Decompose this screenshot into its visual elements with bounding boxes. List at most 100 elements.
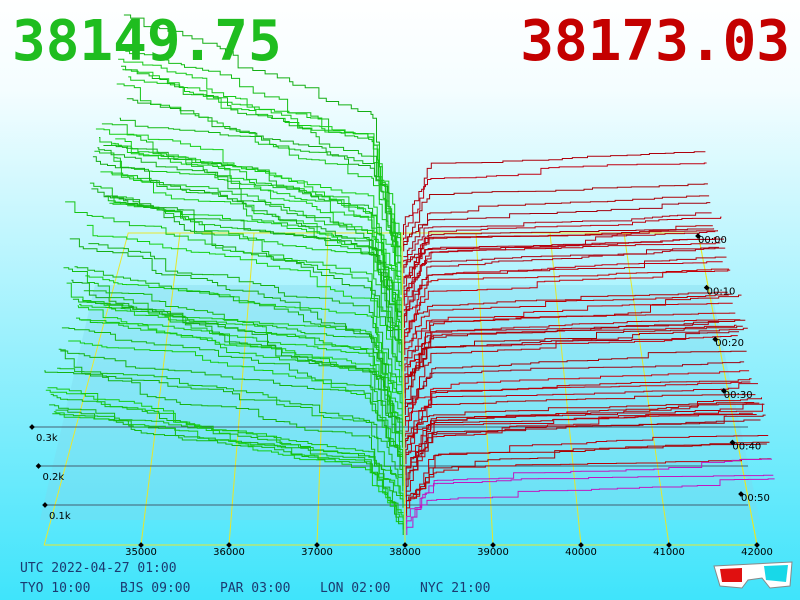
ask-depth-line xyxy=(404,293,732,350)
price-tick xyxy=(754,542,760,548)
ask-depth-line xyxy=(406,478,775,535)
price-grid-line xyxy=(140,232,181,546)
ask-depth-line xyxy=(404,335,738,377)
price-label: 37000 xyxy=(301,547,333,558)
ask-depth-line xyxy=(405,370,750,426)
time-tick xyxy=(695,233,701,239)
time-tick xyxy=(720,387,727,394)
price-label: 36000 xyxy=(213,547,245,558)
ask-depth-line xyxy=(406,435,769,508)
bid-depth-line xyxy=(116,83,402,279)
time-label: 00:40 xyxy=(732,441,761,452)
price-grid-line xyxy=(549,232,582,546)
time-label: 00:10 xyxy=(707,287,736,298)
ask-depth-line xyxy=(404,325,743,399)
cyan-lens xyxy=(764,565,788,582)
ask-depth-line xyxy=(406,458,772,525)
world-clocks: TYO 10:00 BJS 09:00 PAR 03:00 LON 02:00 NYC … xyxy=(20,581,490,596)
price-grid-line xyxy=(623,232,670,546)
price-label: 39000 xyxy=(477,547,509,558)
red-lens xyxy=(720,568,742,582)
bid-depth-line xyxy=(123,14,402,252)
bid-depth-line xyxy=(88,243,403,383)
price-label: 35000 xyxy=(125,547,157,558)
bid-depth-line xyxy=(63,267,404,470)
bid-depth-line xyxy=(118,58,402,274)
time-label: 00:20 xyxy=(715,338,744,349)
ask-depth-line xyxy=(405,327,748,421)
bid-depth-line xyxy=(52,413,404,508)
ask-depth-line xyxy=(403,247,726,323)
ask-depth-line xyxy=(406,474,774,530)
price-tick xyxy=(402,542,408,548)
price-grid-line xyxy=(228,232,255,546)
price-tick xyxy=(578,542,584,548)
bid-depth-line xyxy=(103,145,402,328)
ask-depth-line xyxy=(403,202,711,258)
ask-depth-line xyxy=(403,183,708,246)
price-tick xyxy=(138,542,144,548)
bid-depth-line xyxy=(57,367,404,492)
price-label: 42000 xyxy=(741,547,773,558)
ask-depth-line xyxy=(404,312,736,366)
bid-depth-line xyxy=(66,282,403,459)
ask-depth-line xyxy=(404,256,727,328)
price-label: 41000 xyxy=(653,547,685,558)
price-label: 38000 xyxy=(389,547,421,558)
clock: LON 02:00 xyxy=(320,581,390,596)
ask-depth-line xyxy=(405,383,758,465)
ask-depth-line xyxy=(403,162,707,241)
time-tick xyxy=(712,336,719,343)
bid-depth-line xyxy=(74,266,403,432)
3d-glasses-icon xyxy=(713,561,793,589)
time-label: 00:30 xyxy=(724,390,753,401)
ask-depth-line xyxy=(403,151,706,235)
time-tick xyxy=(738,491,744,497)
bid-depth-line xyxy=(65,201,404,465)
bid-depth-line xyxy=(122,68,402,257)
ask-depth-line xyxy=(405,397,762,481)
ask-depth-line xyxy=(405,414,766,497)
clock: TYO 10:00 xyxy=(20,581,90,596)
ask-price: 38173.03 xyxy=(520,9,790,74)
ask-depth-line xyxy=(403,228,715,274)
depth-label: 0.1k xyxy=(49,511,71,522)
bid-depth-line xyxy=(92,156,403,366)
bid-depth-line xyxy=(69,238,403,448)
ask-depth-line xyxy=(406,441,770,514)
price-tick xyxy=(314,542,320,548)
ask-depth-line xyxy=(403,212,712,263)
price-grid-line xyxy=(475,232,494,546)
ask-depth-line xyxy=(403,216,722,306)
bid-depth-line xyxy=(45,389,404,530)
ask-depth-line xyxy=(404,319,746,410)
ask-depth-line xyxy=(405,402,755,448)
ask-depth-line xyxy=(405,394,756,454)
bid-depth-line xyxy=(91,188,403,372)
bid-depth-line xyxy=(58,348,404,486)
utc-time: UTC 2022-04-27 01:00 xyxy=(20,561,177,576)
depth-label: 0.3k xyxy=(36,433,58,444)
bid-depth-line xyxy=(100,171,402,339)
ask-depth-line xyxy=(404,269,731,345)
bid-depth-line xyxy=(60,350,404,481)
time-tick xyxy=(729,439,736,446)
ask-depth-line xyxy=(404,350,747,415)
bid-depth-line xyxy=(49,404,404,519)
time-label: 00:50 xyxy=(741,493,770,504)
time-label: 00:00 xyxy=(698,235,727,246)
bid-depth-line xyxy=(121,65,402,263)
ask-depth-line xyxy=(403,195,710,252)
price-label: 40000 xyxy=(565,547,597,558)
bid-depth-line xyxy=(119,117,402,268)
price-tick xyxy=(490,542,496,548)
ask-depth-line xyxy=(406,458,771,519)
ask-depth-line xyxy=(405,403,765,492)
bid-depth-line xyxy=(50,393,404,514)
price-tick xyxy=(226,542,232,548)
price-tick xyxy=(666,542,672,548)
ask-depth-line xyxy=(403,238,724,317)
bid-depth-line xyxy=(68,340,403,454)
ask-depth-line xyxy=(404,294,742,394)
